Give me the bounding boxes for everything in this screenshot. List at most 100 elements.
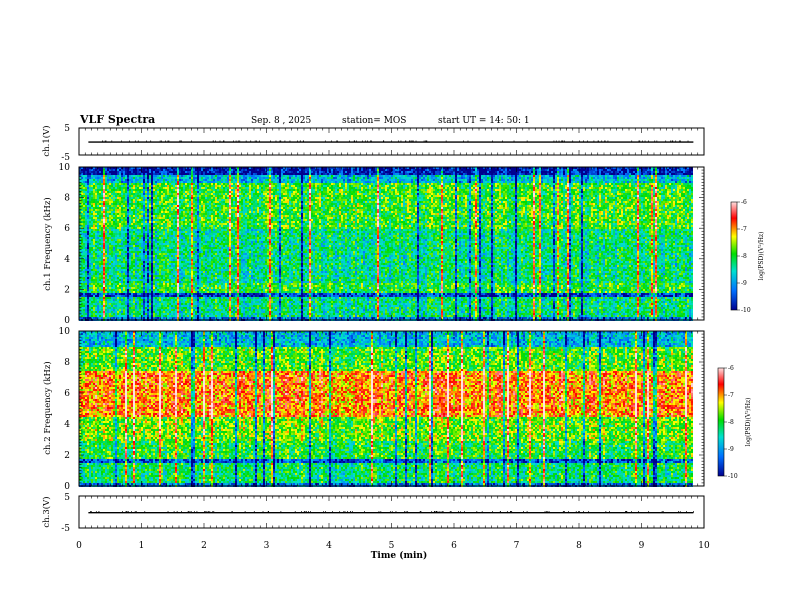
ch1-spectrogram-cell: [173, 225, 175, 227]
ch1-spectrogram-cell: [129, 169, 131, 171]
ch1-spectrogram-cell: [155, 275, 157, 277]
ch1-spectrogram-cell: [173, 217, 175, 219]
ch1-spectrogram-cell: [201, 173, 203, 175]
ch1-spectrogram-cell: [99, 201, 101, 203]
ch1-spectrogram-cell: [83, 259, 85, 261]
ch1-spectrogram-cell: [117, 293, 119, 295]
ch1-spectrogram-cell: [81, 283, 83, 285]
ch1-spectrogram-cell: [103, 259, 105, 261]
ch1-spectrogram-cell: [191, 265, 193, 267]
ch1-spectrogram-cell: [205, 195, 207, 197]
ch1-spectrogram-cell: [173, 223, 175, 225]
ch1-spectrogram-cell: [121, 307, 123, 309]
ch1-spectrogram-cell: [145, 315, 147, 317]
ch1-spectrogram-cell: [113, 251, 115, 253]
ch1-spectrogram-cell: [135, 269, 137, 271]
ch1-spectrogram-cell: [87, 221, 89, 223]
ch1-spectrogram-cell: [189, 245, 191, 247]
ch1-spectrogram-cell: [107, 235, 109, 237]
ch1-spectrogram-cell: [91, 307, 93, 309]
ch1-spectrogram-cell: [201, 177, 203, 179]
ch1-spectrogram-cell: [107, 279, 109, 281]
ch1-spectrogram-cell: [153, 295, 155, 297]
ch1-spectrogram-cell: [187, 307, 189, 309]
ch1-spectrogram-cell: [83, 213, 85, 215]
ch1-spectrogram-cell: [171, 255, 173, 257]
ch1-spectrogram-cell: [147, 199, 149, 201]
ch1-spectrogram-cell: [171, 299, 173, 301]
ch1-spectrogram-cell: [171, 297, 173, 299]
ch1-spectrogram-cell: [87, 181, 89, 183]
ch1-spectrogram-cell: [137, 287, 139, 289]
ch1-spectrogram-cell: [99, 289, 101, 291]
ch1-spectrogram-cell: [171, 181, 173, 183]
ch1-spectrogram-cell: [79, 285, 81, 287]
ch1-spectrogram-cell: [181, 215, 183, 217]
ch1-spectrogram-cell: [123, 229, 125, 231]
ch1-spectrogram-cell: [201, 253, 203, 255]
ch1-spectrogram-cell: [95, 215, 97, 217]
ch1-spectrogram-cell: [81, 279, 83, 281]
ch1-spectrogram-cell: [123, 261, 125, 263]
ch1-spectrogram-cell: [115, 313, 117, 315]
ch1-spectrogram-cell: [117, 207, 119, 209]
ch1-spectrogram-cell: [157, 297, 159, 299]
ch1-spectrogram-cell: [181, 227, 183, 229]
ch1-spectrogram-cell: [169, 171, 171, 173]
ch1-spectrogram-cell: [161, 241, 163, 243]
ch1-spectrogram-cell: [167, 201, 169, 203]
ch1-spectrogram-cell: [205, 189, 207, 191]
ch1-spectrogram-cell: [153, 287, 155, 289]
ch1-spectrogram-cell: [105, 247, 107, 249]
ch1-spectrogram-cell: [143, 317, 145, 319]
ch1-spectrogram-cell: [189, 205, 191, 207]
ch1-spectrogram-cell: [193, 271, 195, 273]
ch1-spectrogram-cell: [83, 173, 85, 175]
ch1-spectrogram-cell: [127, 219, 129, 221]
ch1-spectrogram-cell: [131, 229, 133, 231]
ch1-spectrogram-cell: [127, 209, 129, 211]
ch1-spectrogram-cell: [95, 255, 97, 257]
ch1-spectrogram-cell: [111, 193, 113, 195]
ch1-spectrogram-cell: [121, 267, 123, 269]
ch1-spectrogram-cell: [113, 271, 115, 273]
ch1-spectrogram-cell: [81, 263, 83, 265]
ch1-spectrogram-cell: [137, 189, 139, 191]
ch1-spectrogram-cell: [125, 315, 127, 317]
ch1-spectrogram-cell: [113, 239, 115, 241]
ch1-spectrogram-cell: [197, 299, 199, 301]
ch1-spectrogram-cell: [99, 281, 101, 283]
ch1-spectrogram-cell: [127, 199, 129, 201]
ch1-spectrogram-cell: [195, 221, 197, 223]
ch1-spectrogram-cell: [149, 171, 151, 173]
ch1-spectrogram-cell: [83, 221, 85, 223]
ch1-spectrogram-cell: [171, 295, 173, 297]
ch1-spectrogram-cell: [145, 277, 147, 279]
ch1-spectrogram-cell: [191, 283, 193, 285]
ch1-spectrogram-cell: [139, 259, 141, 261]
ch1-spectrogram-cell: [147, 205, 149, 207]
ch1-spectrogram-cell: [157, 253, 159, 255]
ch1-spectrogram-cell: [115, 173, 117, 175]
ch1-spectrogram-cell: [183, 243, 185, 245]
ch1-spectrogram-cell: [87, 233, 89, 235]
ch1-spectrogram-cell: [157, 277, 159, 279]
ch1-spectrogram-cell: [179, 209, 181, 211]
ch1-spectrogram-cell: [123, 221, 125, 223]
ch1-spectrogram-cell: [189, 317, 191, 319]
ch1-spectrogram-cell: [89, 177, 91, 179]
ch1-spectrogram-cell: [117, 253, 119, 255]
ch1-spectrogram-cell: [163, 269, 165, 271]
ch1-spectrogram-cell: [167, 231, 169, 233]
ch1-spectrogram-cell: [173, 233, 175, 235]
ch1-spectrogram-cell: [205, 281, 207, 283]
ch1-spectrogram-cell: [83, 311, 85, 313]
ch1-spectrogram-cell: [117, 307, 119, 309]
ch1-spectrogram-cell: [107, 269, 109, 271]
ch1-spectrogram-cell: [199, 175, 201, 177]
ch1-spectrogram-cell: [113, 193, 115, 195]
ch1-spectrogram-cell: [105, 191, 107, 193]
ch1-spectrogram-cell: [115, 207, 117, 209]
ch1-spectrogram-cell: [125, 207, 127, 209]
start-time-label: start UT = 14: 50: 1: [438, 116, 530, 126]
